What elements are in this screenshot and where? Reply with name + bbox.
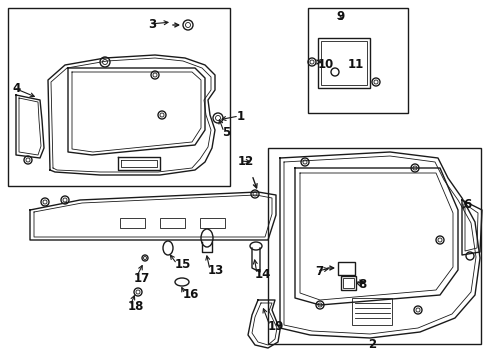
Text: 17: 17 xyxy=(134,272,150,285)
Bar xyxy=(8,8,229,186)
Text: 11: 11 xyxy=(347,58,364,71)
Text: 19: 19 xyxy=(267,320,284,333)
Text: 5: 5 xyxy=(222,126,230,139)
Bar xyxy=(307,8,407,113)
Text: 10: 10 xyxy=(317,58,334,71)
Text: 15: 15 xyxy=(175,258,191,271)
Text: 9: 9 xyxy=(335,10,344,23)
Text: 12: 12 xyxy=(238,155,254,168)
Text: 18: 18 xyxy=(128,300,144,313)
Bar xyxy=(267,148,480,344)
Text: 14: 14 xyxy=(254,268,271,281)
Text: 7: 7 xyxy=(314,265,323,278)
Text: 3: 3 xyxy=(148,18,156,31)
Text: 16: 16 xyxy=(183,288,199,301)
Text: 13: 13 xyxy=(207,264,224,277)
Text: 6: 6 xyxy=(462,198,470,211)
Text: 8: 8 xyxy=(357,278,366,291)
Text: 2: 2 xyxy=(367,338,375,351)
Text: 1: 1 xyxy=(237,110,244,123)
Text: 4: 4 xyxy=(12,82,20,95)
